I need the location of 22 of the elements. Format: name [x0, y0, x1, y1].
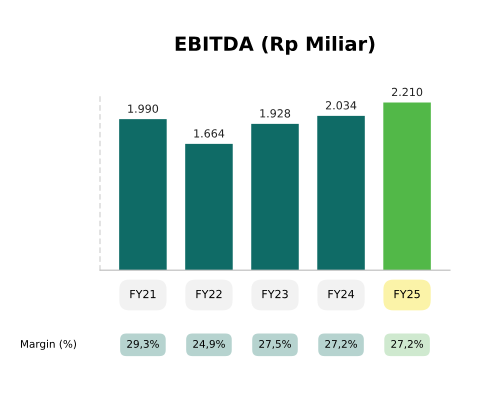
bar — [383, 102, 431, 270]
bar — [119, 119, 167, 270]
x-tick-label: FY22 — [196, 290, 222, 298]
bar — [185, 144, 233, 270]
text: 27,2% — [391, 340, 424, 349]
text: 27,5% — [259, 340, 291, 349]
bar — [317, 116, 365, 270]
data-label: 1.664 — [194, 129, 224, 138]
text: 24,9% — [193, 340, 225, 349]
x-tick-label: FY24 — [328, 290, 354, 298]
x-tick-label: FY25 — [394, 290, 420, 298]
x-tick-label: FY23 — [262, 290, 288, 298]
chart-title: EBITDA (Rp Miliar) — [176, 36, 374, 55]
text: Margin (%) — [20, 340, 76, 350]
data-label: 1.928 — [260, 109, 290, 118]
x-tick-label: FY21 — [130, 290, 156, 298]
data-label: 2.034 — [326, 101, 356, 110]
text: 29,3% — [127, 340, 159, 349]
text: 27,2% — [325, 340, 358, 349]
data-label: 1.990 — [128, 104, 158, 113]
bar — [251, 124, 299, 270]
data-label: 2.210 — [392, 88, 422, 96]
